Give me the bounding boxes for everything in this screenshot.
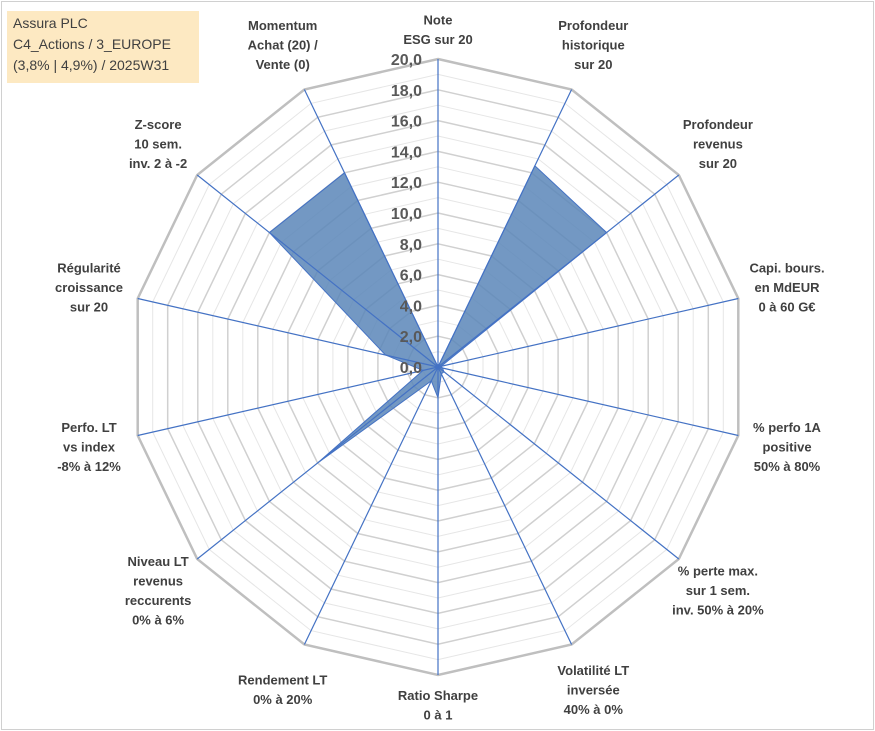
axis-label: % perte max. sur 1 sem. inv. 50% à 20% (672, 564, 764, 618)
radar-tick-labels: 0,0 2,0 4,0 6,0 8,0 10,0 12,0 14,0 16,0 18,0 20,0 (391, 52, 422, 377)
axis-spoke (196, 366, 439, 560)
axis-label-line: vs index (63, 440, 116, 455)
axis-label-line: 0% à 20% (253, 692, 313, 707)
axis-label: Régularité croissance sur 20 (55, 261, 123, 315)
axis-label-line: Régularité (57, 261, 121, 276)
axis-label: Capi. bours. en MdEUR 0 à 60 G€ (749, 261, 824, 315)
axis-label: Z-score 10 sem. inv. 2 à -2 (129, 117, 187, 171)
axis-label: Note ESG sur 20 (403, 13, 472, 47)
tick-label: 12,0 (391, 175, 422, 192)
axis-label: Volatilité LT inversée 40% à 0% (557, 663, 629, 717)
period-label: (3,8% | 4,9%) / 2025W31 (13, 57, 170, 73)
axis-label-line: 40% à 0% (564, 702, 624, 717)
axis-spoke (437, 89, 573, 368)
axis-label-line: % perte max. (678, 564, 758, 579)
axis-label-line: ESG sur 20 (403, 32, 472, 47)
axis-spoke (303, 89, 439, 368)
axis-spoke (303, 366, 439, 645)
axis-label: Momentum Achat (20) / Vente (0) (248, 18, 318, 72)
axis-label-line: croissance (55, 280, 123, 295)
axis-label-line: sur 20 (699, 156, 737, 171)
axis-label-line: sur 1 sem. (686, 583, 750, 598)
tick-label: 8,0 (400, 237, 422, 254)
tick-label: 2,0 (400, 329, 422, 346)
axis-label-line: Vente (0) (256, 57, 310, 72)
axis-label-line: Profondeur (683, 117, 753, 132)
axis-spoke (137, 297, 439, 368)
axis-label-line: positive (762, 440, 811, 455)
axis-spoke (437, 366, 680, 560)
axis-spoke (437, 366, 739, 437)
axis-label: Profondeur historique sur 20 (558, 18, 628, 72)
tick-label: 0,0 (400, 360, 422, 377)
axis-label: Perfo. LT vs index -8% à 12% (57, 420, 121, 474)
tick-label: 20,0 (391, 52, 422, 69)
axis-label-line: Momentum (248, 18, 317, 33)
axis-label-line: Note (424, 13, 453, 28)
axis-label-line: Achat (20) / (248, 37, 318, 52)
axis-spoke (137, 366, 439, 437)
axis-label-line: % perfo 1A (753, 420, 822, 435)
axis-label: % perfo 1A positive 50% à 80% (753, 420, 822, 474)
axis-label-line: 10 sem. (134, 137, 182, 152)
axis-label-line: 0 à 1 (424, 708, 453, 723)
axis-label-line: 0 à 60 G€ (758, 300, 815, 315)
axis-label-line: Z-score (135, 117, 182, 132)
tick-label: 4,0 (400, 298, 422, 315)
axis-label-line: 0% à 6% (132, 612, 184, 627)
company-name: Assura PLC (13, 15, 88, 31)
axis-label-line: revenus (693, 137, 743, 152)
axis-label-line: revenus (133, 573, 183, 588)
axis-label-line: sur 20 (574, 57, 612, 72)
axis-label: Rendement LT 0% à 20% (238, 673, 327, 708)
axis-label-line: sur 20 (70, 300, 108, 315)
tick-label: 16,0 (391, 114, 422, 131)
axis-label-line: inv. 50% à 20% (672, 603, 764, 618)
radar-spokes (137, 59, 739, 675)
axis-label-line: Volatilité LT (557, 663, 629, 678)
axis-spoke (437, 297, 739, 368)
axis-label-line: 50% à 80% (754, 459, 821, 474)
axis-label-line: Rendement LT (238, 673, 327, 688)
axis-label-line: inversée (567, 682, 620, 697)
tick-label: 14,0 (391, 144, 422, 161)
tick-label: 18,0 (391, 83, 422, 100)
axis-spoke (196, 174, 439, 368)
radar-axis-labels: Note ESG sur 20 Profondeur historique sur 20… (55, 13, 825, 723)
axis-label-line: historique (562, 37, 625, 52)
tick-label: 6,0 (400, 268, 422, 285)
axis-spoke (437, 366, 573, 645)
axis-spoke (437, 174, 680, 368)
axis-label-line: inv. 2 à -2 (129, 156, 187, 171)
axis-label-line: Capi. bours. (749, 261, 824, 276)
axis-label-line: Ratio Sharpe (398, 688, 478, 703)
axis-label-line: en MdEUR (755, 280, 821, 295)
axis-label: Niveau LT revenus reccurents 0% à 6% (125, 554, 191, 628)
info-box: Assura PLC C4_Actions / 3_EUROPE (3,8% |… (7, 11, 199, 83)
axis-label-line: Perfo. LT (61, 420, 116, 435)
axis-label-line: Niveau LT (128, 554, 189, 569)
axis-label-line: reccurents (125, 593, 191, 608)
axis-label-line: -8% à 12% (57, 459, 121, 474)
axis-label: Ratio Sharpe 0 à 1 (398, 688, 478, 723)
axis-label: Profondeur revenus sur 20 (683, 117, 753, 171)
category-label: C4_Actions / 3_EUROPE (13, 36, 171, 52)
axis-label-line: Profondeur (558, 18, 628, 33)
tick-label: 10,0 (391, 206, 422, 223)
